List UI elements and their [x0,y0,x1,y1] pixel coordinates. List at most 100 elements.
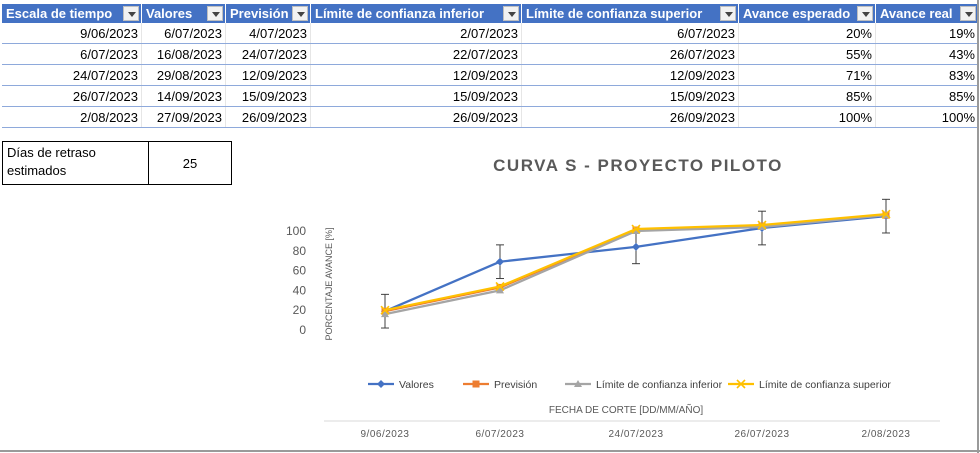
sheet-frame-right [977,0,979,453]
data-point [632,227,640,234]
cell[interactable]: 2/07/2023 [310,23,522,44]
legend-label: Límite de confianza superior [759,379,891,391]
cell[interactable]: 85% [738,85,876,107]
col-avance-real-header[interactable]: Avance real [875,4,979,23]
y-tick-label: 80 [293,244,307,258]
cell[interactable]: 6/07/2023 [141,23,226,44]
cell[interactable]: 24/07/2023 [2,64,142,86]
cell[interactable]: 24/07/2023 [225,43,311,65]
y-tick-label: 60 [293,264,307,278]
plot-area [380,198,891,329]
cell[interactable]: 4/07/2023 [225,23,311,44]
data-point [381,310,389,318]
cell[interactable]: 85% [875,85,979,107]
data-point [881,209,891,219]
cell[interactable]: 12/09/2023 [310,64,522,86]
x-ticks: 9/06/2023 6/07/2023 24/07/2023 26/07/2023 2/… [361,429,911,440]
x-tick-label: 2/08/2023 [862,429,911,440]
cell[interactable]: 15/09/2023 [225,85,311,107]
table-row: 9/06/2023 6/07/2023 4/07/2023 2/07/2023 6/07… [2,23,979,44]
cell[interactable]: 27/09/2023 [141,106,226,128]
cell[interactable]: 26/07/2023 [521,43,739,65]
cell[interactable]: 15/09/2023 [521,85,739,107]
legend-marker [736,379,746,389]
data-point [632,242,640,251]
table-row: 24/07/2023 29/08/2023 12/09/2023 12/09/2023… [2,64,979,86]
x-tick-label: 26/07/2023 [734,429,789,440]
legend-label: Previsión [494,379,537,391]
cell[interactable]: 26/09/2023 [225,106,311,128]
cell[interactable]: 26/09/2023 [521,106,739,128]
retraso-label[interactable]: Días de retraso estimados [2,141,149,185]
legend-label: Límite de confianza inferior [596,379,723,391]
cell[interactable]: 43% [875,43,979,65]
table-row: 26/07/2023 14/09/2023 15/09/2023 15/09/2023… [2,85,979,107]
cell[interactable]: 83% [875,64,979,86]
filter-dropdown-icon[interactable] [207,6,223,21]
data-point [380,305,390,315]
cell[interactable]: 29/08/2023 [141,64,226,86]
x-tick-label: 24/07/2023 [608,429,663,440]
cell[interactable]: 16/08/2023 [141,43,226,65]
y-ticks: 0 20 40 60 80 100 [286,224,306,337]
cell[interactable]: 12/09/2023 [225,64,311,86]
cell[interactable]: 14/09/2023 [141,85,226,107]
x-tick-label: 9/06/2023 [361,429,410,440]
cell[interactable]: 20% [738,23,876,44]
filter-dropdown-icon[interactable] [123,6,139,21]
s-curve-chart[interactable]: CURVA S - PROYECTO PILOTO PORCENTAJE AVA… [280,140,950,445]
sheet-frame-bottom [0,450,980,452]
chart-legend[interactable]: Valores Previsión Límite de confianza infe… [368,379,891,391]
legend-marker [472,380,480,388]
cell[interactable]: 12/09/2023 [521,64,739,86]
data-point [757,220,767,230]
cell[interactable]: 19% [875,23,979,44]
cell[interactable]: 9/06/2023 [2,23,142,44]
cell[interactable]: 26/09/2023 [310,106,522,128]
data-point [495,281,505,292]
y-axis-label: PORCENTAJE AVANCE [%] [324,227,334,340]
y-tick-label: 40 [293,283,307,297]
cell[interactable]: 6/07/2023 [2,43,142,65]
header-row: Escala de tiempo Valores Previsión Límit… [2,4,979,23]
x-tick-label: 6/07/2023 [476,429,525,440]
col-escala-header[interactable]: Escala de tiempo [2,4,142,23]
legend-item[interactable]: Valores [368,379,434,391]
filter-dropdown-icon[interactable] [960,6,976,21]
data-point [496,286,504,294]
legend-item[interactable]: Límite de confianza superior [728,379,891,391]
legend-marker [574,380,582,387]
col-avance-esperado-header[interactable]: Avance esperado [738,4,876,23]
data-point [631,224,641,234]
col-limite-superior-header[interactable]: Límite de confianza superior [521,4,739,23]
cell[interactable]: 6/07/2023 [521,23,739,44]
legend-label: Valores [399,379,434,391]
cell[interactable]: 100% [875,106,979,128]
chart-title: CURVA S - PROYECTO PILOTO [493,156,783,175]
cell[interactable]: 15/09/2023 [310,85,522,107]
y-tick-label: 100 [286,224,306,238]
cell[interactable]: 71% [738,64,876,86]
legend-item[interactable]: Previsión [463,379,537,391]
table-row: 6/07/2023 16/08/2023 24/07/2023 22/07/2023 2… [2,43,979,65]
data-point [496,257,504,266]
retraso-value[interactable]: 25 [148,141,232,185]
filter-dropdown-icon[interactable] [857,6,873,21]
filter-dropdown-icon[interactable] [720,6,736,21]
cell[interactable]: 100% [738,106,876,128]
cell[interactable]: 22/07/2023 [310,43,522,65]
cell[interactable]: 2/08/2023 [2,106,142,128]
legend-item[interactable]: Límite de confianza inferior [565,379,723,391]
filter-dropdown-icon[interactable] [503,6,519,21]
col-limite-inferior-header[interactable]: Límite de confianza inferior [310,4,522,23]
filter-dropdown-icon[interactable] [292,6,308,21]
col-prevision-header[interactable]: Previsión [225,4,311,23]
y-tick-label: 20 [293,303,307,317]
data-point [758,223,766,231]
cell[interactable]: 55% [738,43,876,65]
col-valores-header[interactable]: Valores [141,4,226,23]
retraso-box: Días de retraso estimados 25 [2,141,232,185]
data-table: Escala de tiempo Valores Previsión Límit… [2,4,979,128]
cell[interactable]: 26/07/2023 [2,85,142,107]
